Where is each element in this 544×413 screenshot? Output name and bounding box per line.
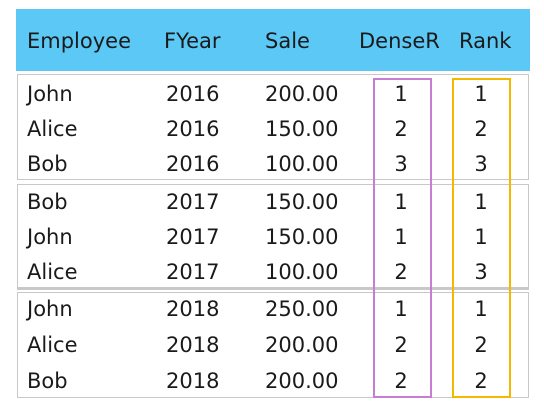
dense-rank-cell: 2 bbox=[394, 369, 408, 393]
column-header-employee: Employee bbox=[27, 29, 132, 53]
employee-cell: John bbox=[27, 225, 73, 249]
employee-cell: John bbox=[27, 82, 73, 106]
dense-rank-cell: 2 bbox=[394, 117, 408, 141]
rank-highlight-box bbox=[452, 78, 511, 398]
employee-cell: John bbox=[27, 297, 73, 321]
fyear-cell: 2017 bbox=[166, 190, 220, 214]
sale-cell: 150.00 bbox=[265, 225, 339, 249]
table-row: Bob 2017 150.00 1 1 bbox=[0, 184, 544, 220]
employee-cell: Bob bbox=[27, 190, 68, 214]
sale-cell: 100.00 bbox=[265, 260, 339, 284]
rank-cell: 3 bbox=[474, 152, 488, 176]
dense-rank-highlight-box bbox=[373, 78, 432, 398]
rank-cell: 1 bbox=[474, 225, 488, 249]
rank-cell: 3 bbox=[474, 260, 488, 284]
rank-cell: 1 bbox=[474, 297, 488, 321]
column-header-fyear: FYear bbox=[164, 29, 221, 53]
table-row: Bob 2018 200.00 2 2 bbox=[0, 363, 544, 399]
rank-cell: 2 bbox=[474, 117, 488, 141]
table-row: John 2017 150.00 1 1 bbox=[0, 219, 544, 255]
dense-rank-cell: 2 bbox=[394, 333, 408, 357]
fyear-cell: 2017 bbox=[166, 225, 220, 249]
sale-cell: 200.00 bbox=[265, 333, 339, 357]
sale-cell: 200.00 bbox=[265, 369, 339, 393]
rank-cell: 1 bbox=[474, 190, 488, 214]
sale-cell: 150.00 bbox=[265, 117, 339, 141]
sale-cell: 250.00 bbox=[265, 297, 339, 321]
fyear-cell: 2017 bbox=[166, 260, 220, 284]
dense-rank-cell: 1 bbox=[394, 297, 408, 321]
sale-cell: 100.00 bbox=[265, 152, 339, 176]
column-header-rank: Rank bbox=[459, 29, 512, 53]
year-group-2017 bbox=[17, 184, 529, 288]
fyear-cell: 2016 bbox=[166, 117, 220, 141]
dense-rank-cell: 1 bbox=[394, 82, 408, 106]
rank-cell: 1 bbox=[474, 82, 488, 106]
year-group-2018 bbox=[17, 292, 529, 398]
year-group-2016 bbox=[17, 74, 529, 180]
dense-rank-cell: 2 bbox=[394, 260, 408, 284]
table-row: Alice 2017 100.00 2 3 bbox=[0, 254, 544, 290]
table-header: Employee FYear Sale DenseR Rank bbox=[16, 9, 530, 71]
employee-cell: Bob bbox=[27, 369, 68, 393]
fyear-cell: 2016 bbox=[166, 82, 220, 106]
fyear-cell: 2018 bbox=[166, 369, 220, 393]
rank-cell: 2 bbox=[474, 333, 488, 357]
employee-cell: Alice bbox=[27, 260, 78, 284]
rank-cell: 2 bbox=[474, 369, 488, 393]
employee-cell: Alice bbox=[27, 117, 78, 141]
sale-cell: 150.00 bbox=[265, 190, 339, 214]
fyear-cell: 2016 bbox=[166, 152, 220, 176]
employee-cell: Alice bbox=[27, 333, 78, 357]
column-header-sale: Sale bbox=[265, 29, 310, 53]
table-row: John 2018 250.00 1 1 bbox=[0, 291, 544, 327]
dense-rank-cell: 3 bbox=[394, 152, 408, 176]
table-row: Alice 2018 200.00 2 2 bbox=[0, 327, 544, 363]
fyear-cell: 2018 bbox=[166, 333, 220, 357]
column-header-dense-rank: DenseR bbox=[359, 29, 440, 53]
dense-rank-cell: 1 bbox=[394, 225, 408, 249]
sale-cell: 200.00 bbox=[265, 82, 339, 106]
dense-rank-cell: 1 bbox=[394, 190, 408, 214]
table-row: Bob 2016 100.00 3 3 bbox=[0, 146, 544, 182]
table-row: John 2016 200.00 1 1 bbox=[0, 76, 544, 112]
employee-cell: Bob bbox=[27, 152, 68, 176]
table-row: Alice 2016 150.00 2 2 bbox=[0, 111, 544, 147]
group-divider bbox=[17, 288, 529, 290]
fyear-cell: 2018 bbox=[166, 297, 220, 321]
